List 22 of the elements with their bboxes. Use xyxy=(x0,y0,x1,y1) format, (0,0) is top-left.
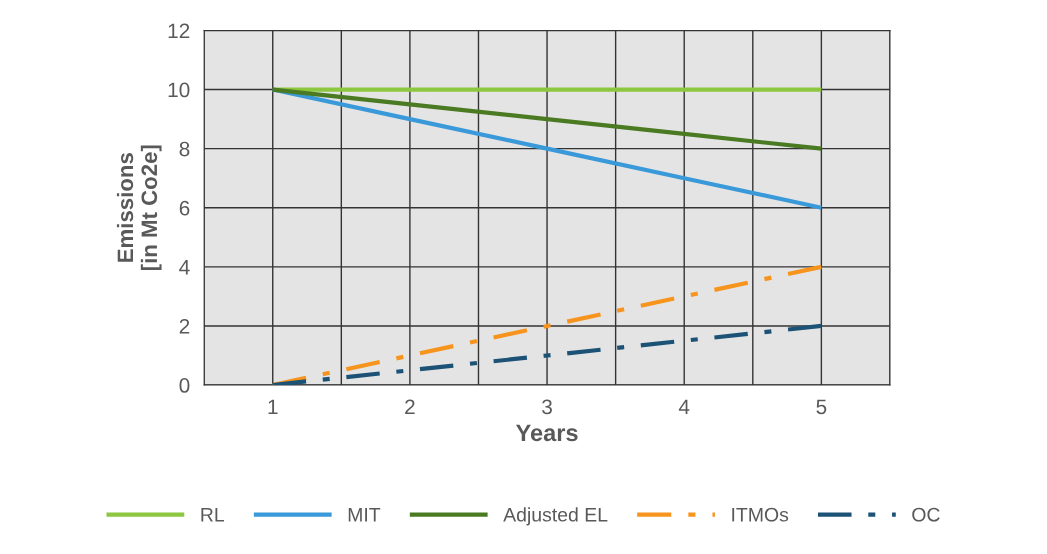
y-tick-label: 6 xyxy=(179,200,190,216)
x-tick-label: 5 xyxy=(816,399,827,415)
x-tick-label: 3 xyxy=(542,399,552,415)
legend-label: Adjusted EL xyxy=(503,507,608,526)
legend-label: RL xyxy=(201,508,225,522)
legend-label: ITMOs xyxy=(732,507,789,522)
x-tick-label: 2 xyxy=(405,399,415,415)
y-tick-label: 0 xyxy=(179,378,190,393)
y-tick-label: 10 xyxy=(168,82,190,98)
legend-label: MIT xyxy=(348,508,381,522)
line-series xyxy=(270,323,824,386)
y-tick-label: 4 xyxy=(179,260,190,275)
x-tick-label: 4 xyxy=(678,399,690,415)
y-tick-label: 2 xyxy=(179,318,190,334)
y-tick-label: 8 xyxy=(179,141,190,157)
x-axis-title: Years xyxy=(515,424,578,442)
legend-label: OC xyxy=(912,507,940,522)
x-tick-label: 1 xyxy=(268,399,278,415)
y-axis-title: Emissions [in Mt Co2e] xyxy=(116,145,162,271)
y-tick-label: 12 xyxy=(168,23,190,39)
line-series xyxy=(270,87,824,151)
line-series xyxy=(270,264,824,386)
